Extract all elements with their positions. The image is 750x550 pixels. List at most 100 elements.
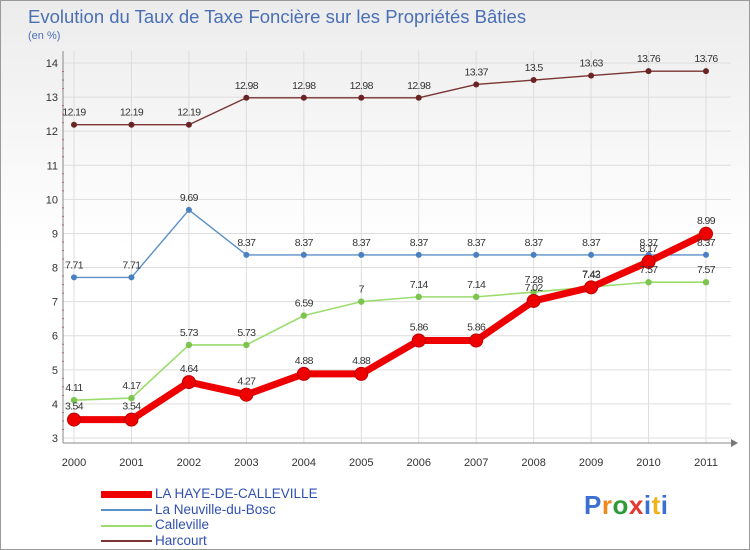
x-tick-label: 2003 bbox=[234, 457, 258, 469]
data-label: 7 bbox=[359, 284, 365, 296]
data-point bbox=[415, 94, 422, 101]
y-tick-label: 3 bbox=[52, 433, 58, 445]
data-label: 12.19 bbox=[62, 107, 86, 119]
logo-letter: t bbox=[651, 490, 661, 520]
data-label: 9.69 bbox=[180, 192, 199, 204]
logo-letter: r bbox=[601, 490, 613, 520]
data-label: 13.63 bbox=[579, 58, 603, 70]
y-tick-label: 11 bbox=[47, 160, 58, 172]
data-label: 12.98 bbox=[292, 80, 316, 92]
data-point bbox=[358, 94, 365, 101]
legend-label: LA HAYE-DE-CALLEVILLE bbox=[155, 486, 318, 501]
logo-letter: i bbox=[643, 490, 652, 520]
data-point bbox=[124, 412, 139, 427]
data-label: 7.42 bbox=[582, 268, 601, 280]
data-point bbox=[645, 68, 652, 75]
y-tick-label: 5 bbox=[52, 365, 58, 377]
data-point bbox=[530, 288, 537, 296]
data-label: 4.88 bbox=[295, 355, 314, 367]
x-tick-label: 2005 bbox=[349, 457, 373, 469]
legend-label: La Neuville-du-Bosc bbox=[155, 501, 276, 517]
y-tick-label: 10 bbox=[46, 194, 58, 206]
data-label: 7.57 bbox=[697, 264, 716, 276]
x-tick-label: 2007 bbox=[464, 457, 488, 469]
series-line bbox=[73, 281, 707, 401]
data-point bbox=[354, 366, 369, 381]
data-label: 12.19 bbox=[120, 107, 144, 119]
data-label: 8.37 bbox=[697, 237, 716, 249]
y-tick-label: 7 bbox=[52, 297, 58, 309]
data-point bbox=[588, 251, 595, 258]
data-label: 6.59 bbox=[295, 298, 314, 310]
data-point bbox=[128, 121, 135, 128]
data-label: 3.54 bbox=[65, 401, 84, 413]
data-point bbox=[469, 333, 484, 348]
data-label: 8.37 bbox=[410, 237, 429, 249]
data-label: 5.86 bbox=[467, 322, 486, 334]
logo-letter: i bbox=[660, 490, 669, 520]
data-label: 7.02 bbox=[525, 282, 544, 294]
data-point bbox=[699, 226, 713, 241]
data-point bbox=[530, 77, 537, 84]
data-point bbox=[185, 121, 192, 128]
data-point bbox=[185, 341, 193, 349]
x-tick-label: 2011 bbox=[694, 457, 718, 469]
data-label: 7.14 bbox=[410, 279, 429, 291]
data-label: 5.86 bbox=[410, 322, 429, 334]
legend-swatch bbox=[101, 509, 152, 512]
legend-swatch bbox=[101, 540, 152, 543]
data-label: 13.76 bbox=[637, 53, 661, 65]
series-line bbox=[70, 230, 710, 424]
data-label: 12.19 bbox=[177, 107, 201, 119]
data-point bbox=[185, 206, 192, 213]
data-point bbox=[71, 121, 77, 128]
data-label: 13.5 bbox=[525, 62, 544, 74]
data-label: 8.37 bbox=[640, 237, 659, 249]
data-label: 5.73 bbox=[180, 327, 199, 339]
legend-swatch bbox=[101, 491, 152, 499]
data-label: 4.88 bbox=[352, 355, 371, 367]
y-tick-label: 6 bbox=[52, 331, 58, 343]
data-label: 7.71 bbox=[65, 259, 84, 271]
data-point bbox=[296, 366, 311, 381]
data-label: 3.54 bbox=[122, 401, 141, 413]
data-label: 8.37 bbox=[525, 237, 544, 249]
chart-title: Evolution du Taux de Taxe Foncière sur l… bbox=[28, 6, 527, 27]
data-label: 8.99 bbox=[697, 215, 716, 227]
data-point bbox=[584, 280, 599, 295]
data-label: 5.73 bbox=[237, 327, 256, 339]
data-point bbox=[641, 254, 656, 269]
data-label: 12.98 bbox=[235, 80, 259, 92]
data-point bbox=[645, 279, 652, 286]
data-label: 4.27 bbox=[237, 376, 256, 388]
data-point bbox=[415, 293, 422, 301]
data-point bbox=[473, 251, 480, 258]
data-label: 8.37 bbox=[582, 237, 601, 249]
y-tick-label: 8 bbox=[52, 263, 58, 275]
x-tick-label: 2006 bbox=[406, 457, 430, 469]
data-label: 8.37 bbox=[467, 237, 486, 249]
data-point bbox=[472, 293, 480, 301]
legend-label: Calleville bbox=[155, 517, 210, 532]
data-point bbox=[70, 396, 78, 404]
data-point bbox=[128, 394, 135, 402]
x-tick-label: 2008 bbox=[521, 457, 545, 469]
data-label: 7.57 bbox=[640, 264, 659, 276]
data-label: 7.71 bbox=[122, 259, 141, 271]
data-label: 7.43 bbox=[582, 269, 601, 281]
proxiti-logo: Proxiti bbox=[584, 490, 668, 521]
data-point bbox=[300, 251, 307, 258]
series-line bbox=[73, 70, 707, 126]
data-label: 7.28 bbox=[525, 274, 544, 286]
series-line bbox=[73, 209, 707, 279]
data-label: 8.37 bbox=[352, 237, 371, 249]
data-point bbox=[243, 341, 250, 349]
data-label: 12.98 bbox=[407, 80, 431, 92]
data-point bbox=[300, 94, 307, 101]
x-tick-label: 2002 bbox=[177, 457, 201, 469]
data-point bbox=[243, 94, 250, 101]
data-point bbox=[243, 251, 250, 258]
data-label: 13.37 bbox=[465, 66, 489, 78]
